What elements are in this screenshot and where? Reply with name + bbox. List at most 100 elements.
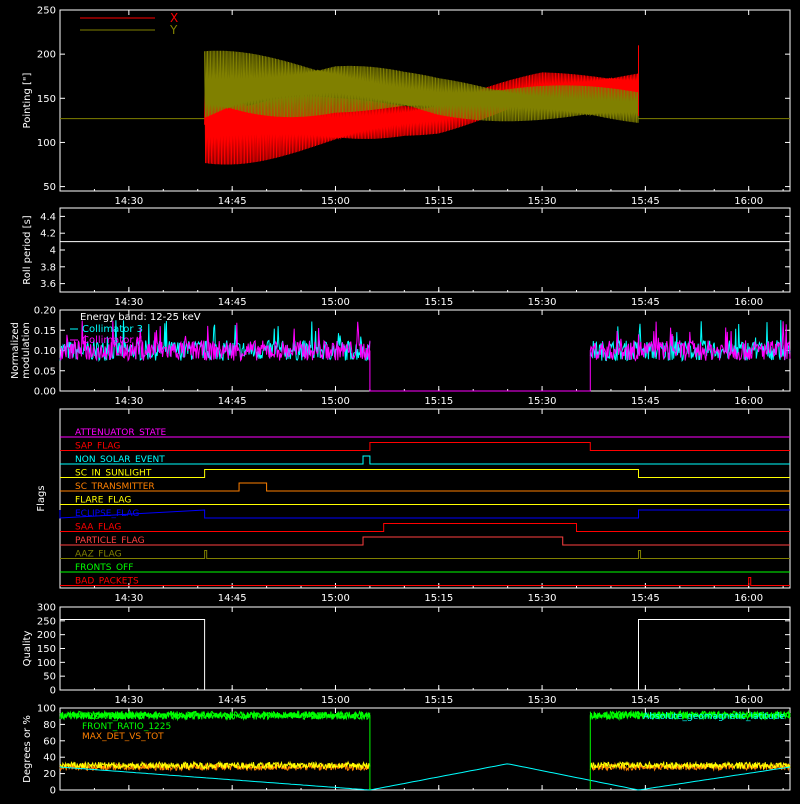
flag-label-4: SC_TRANSMITTER bbox=[75, 482, 155, 492]
x-tick-label: 16:00 bbox=[734, 196, 763, 207]
degrees-series-0 bbox=[59, 709, 791, 720]
flag-label-7: SAA_FLAG bbox=[75, 523, 121, 533]
y-tick-label: 100 bbox=[37, 658, 56, 669]
y-axis-label-line: modulation bbox=[21, 322, 32, 379]
y-tick-label: 0.05 bbox=[34, 366, 56, 377]
flag-label-3: SC_IN_SUNLIGHT bbox=[75, 469, 152, 479]
flag-line-7 bbox=[60, 523, 790, 532]
x-tick-label: 14:30 bbox=[114, 196, 143, 207]
x-tick-label: 14:45 bbox=[218, 695, 247, 706]
plot-frame bbox=[59, 707, 791, 791]
flag-line-1 bbox=[60, 442, 790, 451]
x-tick-label: 14:30 bbox=[114, 695, 143, 706]
y-tick-label: 4 bbox=[50, 246, 56, 257]
plot-frame bbox=[59, 9, 791, 192]
y-axis-label: Pointing ["] bbox=[22, 72, 33, 128]
y-tick-label: 150 bbox=[37, 94, 56, 105]
flag-label-9: AAZ_FLAG bbox=[75, 550, 122, 560]
x-tick-label: 15:00 bbox=[321, 593, 350, 604]
y-tick-label: 100 bbox=[37, 138, 56, 149]
y-tick-label: 40 bbox=[43, 753, 56, 764]
y-axis-label: Degrees or % bbox=[22, 715, 33, 783]
y-tick-label: 60 bbox=[43, 736, 56, 747]
y-tick-label: 200 bbox=[37, 630, 56, 641]
flag-line-3 bbox=[60, 469, 790, 478]
flag-label-10: FRONTS_OFF bbox=[75, 563, 133, 573]
x-tick-label: 16:00 bbox=[734, 593, 763, 604]
y-tick-label: 4.2 bbox=[40, 229, 56, 240]
x-tick-label: 16:00 bbox=[734, 695, 763, 706]
flag-label-5: FLARE_FLAG bbox=[75, 496, 131, 506]
y-tick-label: 20 bbox=[43, 769, 56, 780]
y-tick-label: 0.20 bbox=[34, 306, 56, 317]
x-tick-label: 14:45 bbox=[218, 196, 247, 207]
flag-line-8 bbox=[60, 536, 790, 546]
y-axis-label: Roll period [s] bbox=[22, 215, 33, 284]
flag-label-2: NON_SOLAR_EVENT bbox=[75, 455, 165, 465]
x-tick-label: 14:30 bbox=[114, 297, 143, 308]
flag-label-0: ATTENUATOR_STATE bbox=[75, 428, 167, 438]
x-tick-label: 15:15 bbox=[424, 695, 453, 706]
x-tick-label: 15:00 bbox=[321, 297, 350, 308]
x-tick-label: 15:00 bbox=[321, 396, 350, 407]
x-tick-label: 15:15 bbox=[424, 196, 453, 207]
y-tick-label: 0.10 bbox=[34, 346, 56, 357]
plot-frame bbox=[59, 207, 791, 293]
x-tick-label: 15:00 bbox=[321, 196, 350, 207]
flag-line-11 bbox=[60, 577, 790, 586]
pointing-series-y bbox=[204, 50, 639, 123]
flag-label-1: SAP_FLAG bbox=[75, 442, 120, 452]
x-tick-label: 16:00 bbox=[734, 396, 763, 407]
x-tick-label: 15:45 bbox=[631, 695, 660, 706]
y-axis-label-line: Normalized bbox=[10, 322, 21, 379]
legend-label-y: Y bbox=[169, 23, 178, 37]
x-tick-label: 14:45 bbox=[218, 396, 247, 407]
degrees-legend-label-4: Absolute_geomagnetic_latitude bbox=[643, 712, 785, 722]
degrees-legend-label-2: MAX_DET_VS_TOT bbox=[82, 732, 164, 742]
flag-label-8: PARTICLE_FLAG bbox=[75, 536, 145, 546]
x-tick-label: 15:45 bbox=[631, 593, 660, 604]
x-tick-label: 15:00 bbox=[321, 695, 350, 706]
flag-label-6: ECLIPSE_FLAG bbox=[75, 509, 139, 519]
flag-label-11: BAD_PACKETS bbox=[75, 577, 139, 587]
x-tick-label: 14:45 bbox=[218, 593, 247, 604]
energy-band-annotation: Energy band: 12-25 keV bbox=[80, 312, 201, 323]
x-tick-label: 15:45 bbox=[631, 297, 660, 308]
y-tick-label: 0 bbox=[50, 686, 56, 697]
y-tick-label: 80 bbox=[43, 720, 56, 731]
degrees-legend-label-1: FRONT_RATIO_1225 bbox=[82, 722, 171, 732]
y-tick-label: 4.4 bbox=[40, 212, 56, 223]
flag-line-9 bbox=[60, 550, 790, 559]
degrees-series-1 bbox=[59, 711, 791, 722]
y-tick-label: 0.15 bbox=[34, 326, 56, 337]
x-tick-label: 15:30 bbox=[528, 593, 557, 604]
legend-label-x: X bbox=[170, 11, 178, 25]
y-tick-label: 200 bbox=[37, 50, 56, 61]
modulation-gap bbox=[369, 350, 591, 392]
x-tick-label: 15:45 bbox=[631, 396, 660, 407]
degrees-series-4 bbox=[59, 763, 791, 791]
flag-line-4 bbox=[60, 482, 790, 492]
x-tick-label: 15:15 bbox=[424, 593, 453, 604]
modulation-legend-label-1: Collimator 4 bbox=[82, 335, 143, 346]
y-tick-label: 0.00 bbox=[34, 387, 56, 398]
x-tick-label: 15:15 bbox=[424, 297, 453, 308]
x-tick-label: 15:30 bbox=[528, 297, 557, 308]
x-tick-label: 16:00 bbox=[734, 297, 763, 308]
y-axis-label: Quality bbox=[22, 631, 33, 667]
x-tick-label: 14:30 bbox=[114, 593, 143, 604]
y-tick-label: 250 bbox=[37, 6, 56, 17]
x-tick-label: 15:30 bbox=[528, 396, 557, 407]
y-tick-label: 50 bbox=[43, 672, 56, 683]
y-tick-label: 150 bbox=[37, 644, 56, 655]
degrees-series-3 bbox=[59, 760, 791, 771]
y-tick-label: 0 bbox=[50, 786, 56, 797]
x-tick-label: 15:30 bbox=[528, 196, 557, 207]
quality-line bbox=[60, 619, 790, 691]
x-tick-label: 15:15 bbox=[424, 396, 453, 407]
y-tick-label: 300 bbox=[37, 603, 56, 614]
plot-frame bbox=[59, 408, 791, 589]
y-axis-label: Flags bbox=[36, 485, 47, 511]
